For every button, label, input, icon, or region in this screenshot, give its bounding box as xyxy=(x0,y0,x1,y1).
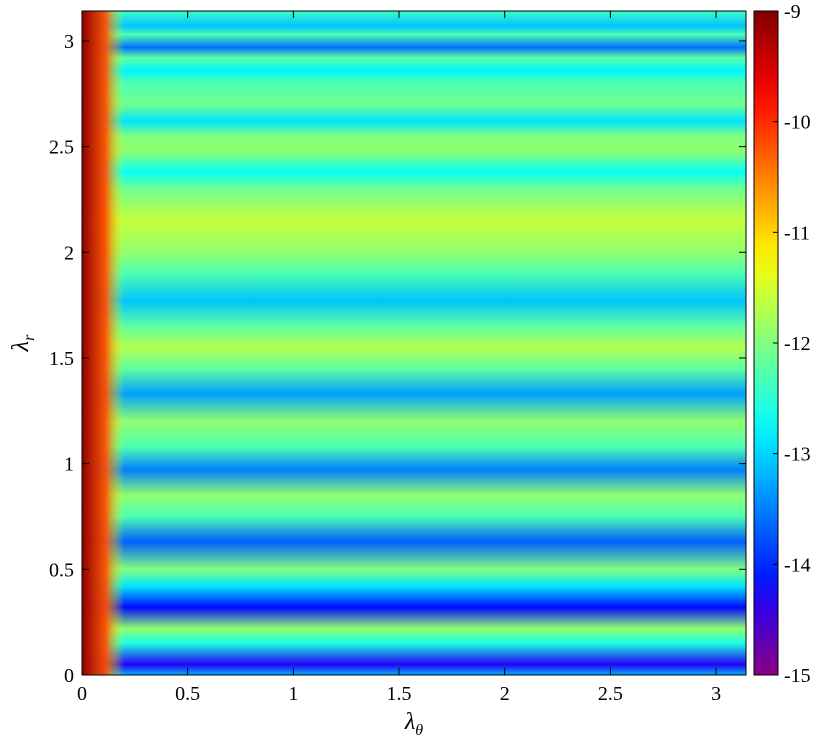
colorbar-tick-label: -10 xyxy=(784,112,811,134)
x-tick-label: 0.5 xyxy=(175,683,200,705)
x-tick-label: 1 xyxy=(288,683,298,705)
colorbar-ticks: -15 -14 -13 -12 -11 -10 -9 xyxy=(773,1,811,687)
colorbar-tick-label: -15 xyxy=(784,665,811,687)
y-tick-label: 2 xyxy=(64,242,74,264)
colorbar-tick-label: -13 xyxy=(784,444,811,466)
colorbar-tick-label: -9 xyxy=(784,1,801,23)
x-tick-label: 3 xyxy=(711,683,721,705)
colorbar: -15 -14 -13 -12 -11 -10 -9 xyxy=(753,1,811,687)
colorbar-tick-label: -14 xyxy=(784,554,811,576)
y-tick-label: 2.5 xyxy=(49,137,74,159)
plot-frame xyxy=(81,10,747,676)
y-axis-ticks: 0 0.5 1 1.5 2 2.5 3 xyxy=(49,31,746,687)
x-axis-ticks: 0 0.5 1 1.5 2 2.5 3 xyxy=(77,11,721,705)
x-tick-label: 0 xyxy=(77,683,87,705)
x-tick-label: 2.5 xyxy=(598,683,623,705)
y-tick-label: 0.5 xyxy=(49,559,74,581)
plot-area xyxy=(81,10,747,676)
heatmap-left-strip xyxy=(82,11,125,675)
x-tick-label: 2 xyxy=(500,683,510,705)
heatmap-bands xyxy=(82,11,746,675)
heatmap-left-strip-fill xyxy=(82,11,125,675)
y-tick-label: 3 xyxy=(64,31,74,53)
x-axis-label: λθ xyxy=(404,709,423,739)
y-axis-label: λr xyxy=(8,334,38,352)
x-tick-label: 1.5 xyxy=(387,683,412,705)
y-tick-label: 1 xyxy=(64,454,74,476)
y-tick-label: 0 xyxy=(64,665,74,687)
heatmap-band-field xyxy=(82,11,746,675)
y-tick-label: 1.5 xyxy=(49,348,74,370)
colorbar-tick-label: -11 xyxy=(784,222,810,244)
colorbar-tick-label: -12 xyxy=(784,333,811,355)
